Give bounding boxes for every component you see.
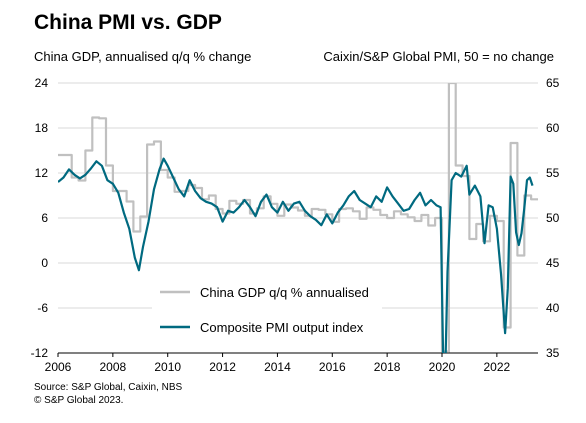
x-tick-label: 2018 <box>374 360 401 374</box>
y-right-tick-label: 60 <box>546 121 560 135</box>
y-left-tick-label: -12 <box>31 346 49 360</box>
legend-label-pmi: Composite PMI output index <box>200 320 364 335</box>
legend-box <box>152 277 382 341</box>
x-tick-label: 2008 <box>100 360 127 374</box>
left-axis-label: China GDP, annualised q/q % change <box>34 49 252 64</box>
x-tick-label: 2016 <box>319 360 346 374</box>
y-left-tick-label: -6 <box>37 301 48 315</box>
source-note: Source: S&P Global, Caixin, NBS © S&P Gl… <box>34 381 182 407</box>
y-left-tick-label: 6 <box>41 211 48 225</box>
source-line: Source: S&P Global, Caixin, NBS <box>34 382 183 393</box>
right-axis-label: Caixin/S&P Global PMI, 50 = no change <box>323 49 554 64</box>
x-tick-label: 2014 <box>264 360 291 374</box>
y-right-tick-label: 35 <box>546 346 560 360</box>
copyright-line: © S&P Global 2023. <box>34 395 124 406</box>
y-right-tick-label: 40 <box>546 301 560 315</box>
chart-title: China PMI vs. GDP <box>34 11 222 34</box>
y-right-tick-label: 50 <box>546 211 560 225</box>
y-left-tick-label: 0 <box>41 256 48 270</box>
gdp-series-line <box>58 83 538 353</box>
x-tick-label: 2012 <box>209 360 236 374</box>
x-tick-label: 2010 <box>154 360 181 374</box>
y-right-tick-label: 45 <box>546 256 560 270</box>
x-tick-label: 2020 <box>429 360 456 374</box>
x-tick-label: 2022 <box>484 360 511 374</box>
y-left-tick-label: 12 <box>35 166 49 180</box>
y-right-tick-label: 65 <box>546 76 560 90</box>
x-tick-label: 2006 <box>45 360 72 374</box>
y-left-tick-label: 24 <box>35 76 49 90</box>
legend-label-gdp: China GDP q/q % annualised <box>200 285 369 300</box>
y-left-tick-label: 18 <box>35 121 49 135</box>
y-right-tick-label: 55 <box>546 166 560 180</box>
pmi-series-line <box>58 157 534 353</box>
